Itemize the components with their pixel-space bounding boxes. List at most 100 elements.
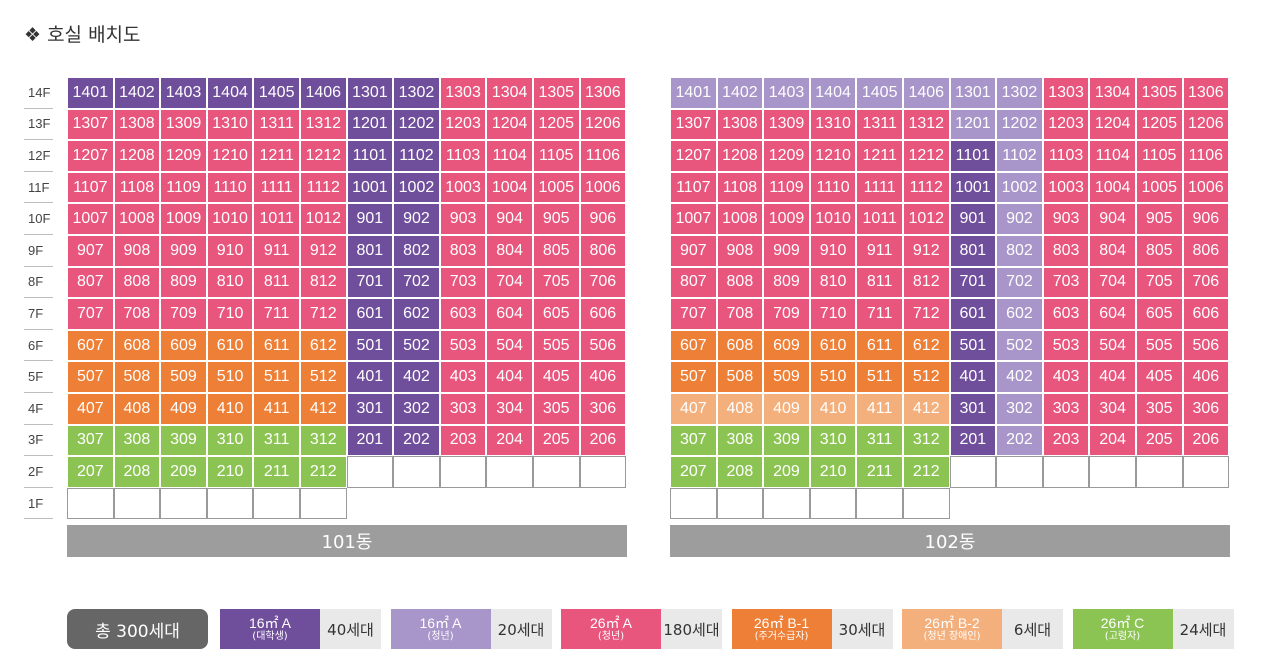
legend-count: 30세대 [831,609,893,649]
legend-count: 6세대 [1002,609,1063,649]
room-cell: 904 [1089,203,1136,235]
room-cell: 811 [253,266,300,299]
room-cell: 1201 [346,108,394,141]
room-cell: 1304 [1089,77,1136,109]
room-cell: 805 [1135,234,1183,267]
room-cell: 901 [346,203,394,235]
room-cell: 1404 [206,77,254,109]
room-cell: 1307 [670,108,717,141]
room-cell: 1406 [299,77,347,109]
room-cell: 712 [902,298,950,330]
legend-count: 40세대 [320,609,381,649]
room-cell: 1108 [113,171,161,204]
room-cell: 1402 [113,77,161,109]
room-cell: 1305 [1135,77,1183,109]
floor-label: 3F [24,425,53,457]
room-cell: 1212 [902,140,950,172]
room-cell: 804 [1089,234,1136,267]
legend-item: 26㎡ C (고령자) 24세대 [1072,609,1234,649]
room-cell: 1012 [299,203,347,235]
room-cell: 1103 [1042,140,1090,172]
empty-cell [1182,456,1230,488]
building-102-grid: 1401 1402 1403 1404 1405 1406 1301 1302 1303 1304… [670,77,1230,520]
room-cell: 1005 [532,171,580,204]
room-cell: 1008 [716,203,764,235]
room-cell: 205 [1135,424,1183,457]
room-cell: 1205 [1135,108,1183,141]
room-cell: 1003 [439,171,487,204]
room-cell: 1206 [579,108,627,141]
room-cell: 212 [299,456,347,488]
room-cell: 1312 [902,108,950,141]
empty-cell [856,487,903,520]
legend-type: 26㎡ C [1100,615,1145,632]
room-cell: 611 [253,329,300,362]
room-cell: 704 [1089,266,1136,299]
room-cell: 306 [1182,392,1230,425]
floor-label: 6F [24,330,53,362]
room-cell: 406 [1182,361,1230,393]
room-cell: 1112 [299,171,347,204]
room-cell: 1009 [160,203,207,235]
room-cell: 1009 [763,203,810,235]
room-cell: 209 [160,456,207,488]
room-cell: 1208 [113,140,161,172]
floor-label: 1F [24,488,53,520]
room-cell: 807 [670,266,717,299]
empty-cell [1135,456,1183,488]
room-cell: 502 [996,329,1043,362]
room-cell: 811 [856,266,903,299]
room-cell: 1209 [160,140,207,172]
empty-cell [763,487,810,520]
room-cell: 309 [160,424,207,457]
room-cell: 207 [67,456,114,488]
floor-label: 12F [24,140,53,172]
room-cell: 305 [1135,392,1183,425]
room-cell: 804 [486,234,533,267]
room-cell: 705 [1135,266,1183,299]
room-cell: 1101 [949,140,997,172]
room-cell: 1309 [763,108,810,141]
empty-cell [299,487,347,520]
room-cell: 807 [67,266,114,299]
empty-cell [486,456,533,488]
room-cell: 1302 [996,77,1043,109]
room-cell: 805 [532,234,580,267]
room-cell: 211 [253,456,300,488]
room-cell: 411 [856,392,903,425]
room-cell: 310 [809,424,857,457]
room-cell: 507 [67,361,114,393]
room-cell: 1102 [393,140,440,172]
room-cell: 202 [996,424,1043,457]
room-cell: 1010 [206,203,254,235]
room-cell: 409 [763,392,810,425]
room-cell: 803 [439,234,487,267]
room-cell: 310 [206,424,254,457]
floor-label: 9F [24,235,53,267]
floor-label: 5F [24,361,53,393]
room-cell: 205 [532,424,580,457]
room-cell: 508 [113,361,161,393]
room-cell: 606 [579,298,627,330]
room-cell: 909 [763,234,810,267]
legend-count: 24세대 [1172,609,1234,649]
room-cell: 506 [579,329,627,362]
room-cell: 1301 [949,77,997,109]
empty-cell [949,456,997,488]
room-cell: 809 [160,266,207,299]
empty-cell [532,456,580,488]
room-cell: 801 [346,234,394,267]
room-cell: 1110 [206,171,254,204]
room-cell: 603 [439,298,487,330]
legend-type: 26㎡ B-2 [924,615,980,632]
legend-swatch: 16㎡ A (청년) [390,609,491,649]
room-cell: 502 [393,329,440,362]
room-cell: 206 [579,424,627,457]
room-cell: 410 [809,392,857,425]
room-cell: 909 [160,234,207,267]
room-cell: 1105 [532,140,580,172]
room-cell: 1005 [1135,171,1183,204]
room-cell: 1003 [1042,171,1090,204]
room-cell: 510 [809,361,857,393]
room-cell: 1112 [902,171,950,204]
